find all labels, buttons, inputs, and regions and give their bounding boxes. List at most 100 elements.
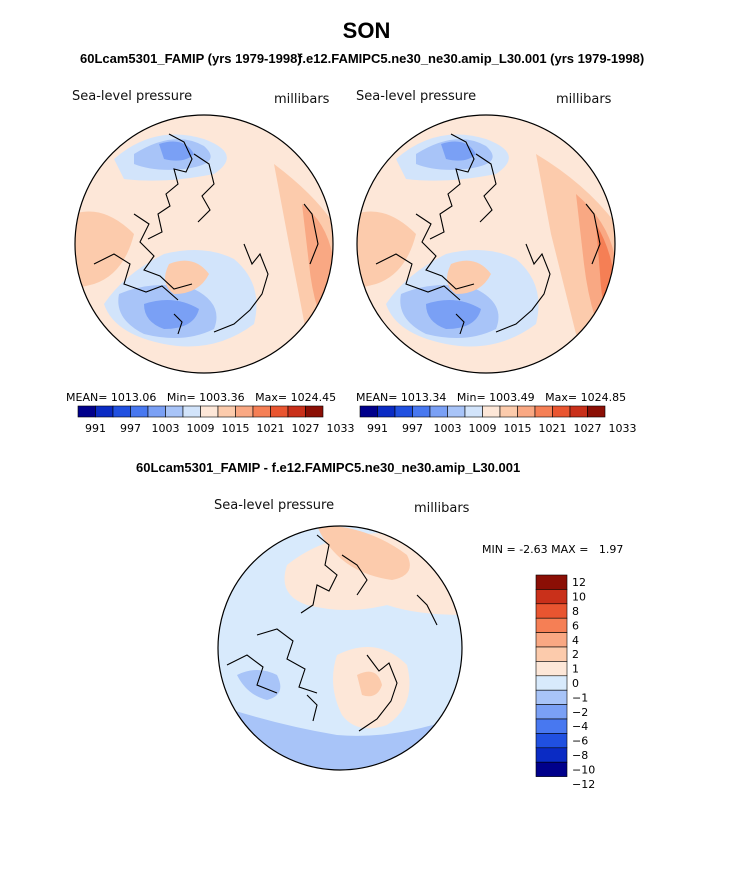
diff-max-value: 1.97 [598,543,624,556]
diff-colorbar-tick-label: −12 [572,778,595,791]
diff-field-label: Sea-level pressure [214,498,335,513]
right-colorbar-swatch [359,405,378,418]
left-colorbar-swatch [112,405,131,418]
left-colorbar-tick-label: 1033 [327,422,355,435]
diff-colorbar-swatch [535,747,568,763]
right-mean-label: MEAN= [356,391,398,404]
diff-colorbar-swatch [535,689,568,705]
diff-colorbar-tick-label: 6 [572,619,579,632]
left-panel-subtitle: 60Lcam5301_FAMIP (yrs 1979-1998) [80,51,302,66]
right-min-value: 1003.49 [489,391,535,404]
left-mean-label: MEAN= [66,391,108,404]
right-panel-subtitle: f.e12.FAMIPC5.ne30_ne30.amip_L30.001 (yr… [298,51,645,66]
diff-colorbar-tick-label: −4 [572,720,588,733]
left-colorbar-swatch [130,405,149,418]
diff-colorbar-swatch [535,733,568,749]
left-mean-value: 1013.06 [110,391,157,404]
right-colorbar-swatch [447,405,466,418]
diff-polar-map [217,525,463,771]
left-colorbar-swatch [305,405,324,418]
diff-stats: MIN = -2.63 MAX = 1.97 [482,543,623,556]
right-colorbar-tick-label: 997 [402,422,423,435]
left-min-value: 1003.36 [199,391,245,404]
right-colorbar-swatch [429,405,448,418]
right-colorbar-swatch [394,405,413,418]
right-units-label: millibars [556,92,612,107]
diff-colorbar-tick-label: −10 [572,763,595,776]
diff-colorbar-swatch [535,646,568,662]
diff-colorbar-swatch [535,589,568,605]
right-colorbar-swatch [552,405,571,418]
right-colorbar-swatch [482,405,501,418]
left-colorbar-swatch [235,405,254,418]
left-colorbar-swatch [77,405,96,418]
right-colorbar-tick-label: 1021 [539,422,567,435]
left-colorbar-tick-label: 1015 [222,422,250,435]
right-colorbar-swatch [412,405,431,418]
diff-panel-subtitle: 60Lcam5301_FAMIP - f.e12.FAMIPC5.ne30_ne… [136,460,521,475]
diff-colorbar-tick-label: 10 [572,591,586,604]
right-stats: MEAN= 1013.34 Min= 1003.49 Max= 1024.85 [356,391,626,404]
right-colorbar-tick-label: 1033 [609,422,637,435]
left-colorbar-tick-label: 997 [120,422,141,435]
right-colorbar-swatch [517,405,536,418]
diff-colorbar-swatch [535,661,568,677]
left-stats: MEAN= 1013.06 Min= 1003.36 Max= 1024.45 [66,391,336,404]
left-colorbar-tick-label: 1021 [257,422,285,435]
left-colorbar-swatch [270,405,289,418]
right-colorbar-tick-label: 991 [367,422,388,435]
diff-colorbar-swatch [535,603,568,619]
right-colorbar-swatch [464,405,483,418]
diff-colorbar-tick-label: −6 [572,735,588,748]
left-colorbar-swatch [287,405,306,418]
diff-max-label: MAX = [551,543,589,556]
diff-colorbar-swatch [535,761,568,777]
left-colorbar-swatch [182,405,201,418]
right-colorbar-tick-label: 1003 [434,422,462,435]
right-colorbar-swatch [534,405,553,418]
left-colorbar-swatch [217,405,236,418]
left-min-label: Min= [166,391,196,404]
diff-colorbar-swatch [535,675,568,691]
diff-colorbar-swatch [535,617,568,633]
left-colorbar-swatch [147,405,166,418]
diff-colorbar-tick-label: 0 [572,677,579,690]
left-max-value: 1024.45 [290,391,337,404]
right-colorbar: 991 997 1003 1009 1015 1021 1027 1033 [359,405,637,435]
diff-colorbar-tick-label: 4 [572,634,579,647]
left-colorbar: 991 997 1003 1009 1015 1021 1027 1033 [77,405,355,435]
diff-colorbar-tick-label: 8 [572,605,579,618]
left-colorbar-swatch [252,405,271,418]
diff-colorbar-tick-label: 2 [572,648,579,661]
diff-colorbar-tick-label: 1 [572,663,579,676]
right-colorbar-swatch [569,405,588,418]
left-colorbar-swatch [200,405,219,418]
left-colorbar-tick-label: 991 [85,422,106,435]
diff-units-label: millibars [414,501,470,516]
diff-colorbar-tick-label: 12 [572,576,586,589]
right-colorbar-tick-label: 1015 [504,422,532,435]
right-max-label: Max= [545,391,578,404]
diff-min-label: MIN = [482,543,516,556]
left-max-label: Max= [255,391,288,404]
right-colorbar-swatch [499,405,518,418]
diff-min-value: -2.63 [519,543,548,556]
right-mean-value: 1013.34 [400,391,447,404]
right-min-label: Min= [456,391,486,404]
left-colorbar-tick-label: 1027 [292,422,320,435]
diff-colorbar-tick-label: −8 [572,749,588,762]
right-polar-map [356,114,616,374]
left-polar-map [74,114,334,374]
left-colorbar-tick-label: 1003 [152,422,180,435]
diff-colorbar-tick-label: −2 [572,706,588,719]
left-colorbar-swatch [95,405,114,418]
right-colorbar-tick-label: 1027 [574,422,602,435]
diff-colorbar-swatch [535,718,568,734]
diff-colorbar-swatch [535,704,568,720]
right-max-value: 1024.85 [580,391,627,404]
right-colorbar-swatch [587,405,606,418]
left-units-label: millibars [274,92,330,107]
right-colorbar-tick-label: 1009 [469,422,497,435]
right-colorbar-swatch [377,405,396,418]
